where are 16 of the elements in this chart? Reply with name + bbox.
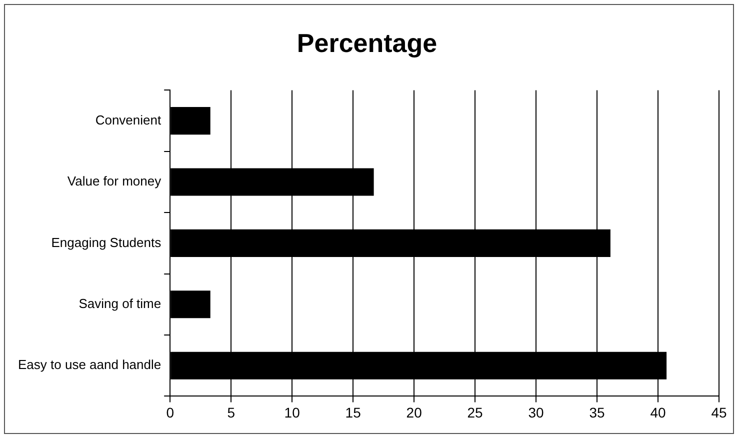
x-tick-label: 0	[166, 404, 174, 420]
x-tick-label: 40	[650, 404, 666, 420]
y-tick-label: Saving of time	[78, 296, 162, 311]
x-tick-label: 20	[406, 404, 422, 420]
x-tick-label: 30	[528, 404, 544, 420]
y-tick-label: Value for money	[67, 174, 162, 189]
x-tick-label: 10	[284, 404, 300, 420]
y-tick-label: Easy to use aand handle	[18, 357, 162, 372]
x-tick-label: 15	[345, 404, 362, 420]
x-tick-label: 25	[467, 404, 484, 420]
x-tick-label: 5	[227, 404, 236, 420]
x-tick-label: 45	[711, 404, 727, 420]
chart-title: Percentage	[296, 28, 438, 58]
y-tick-label: Engaging Students	[51, 234, 162, 250]
y-tick-label: Convenient	[95, 112, 162, 128]
x-tick-label: 35	[589, 404, 606, 420]
